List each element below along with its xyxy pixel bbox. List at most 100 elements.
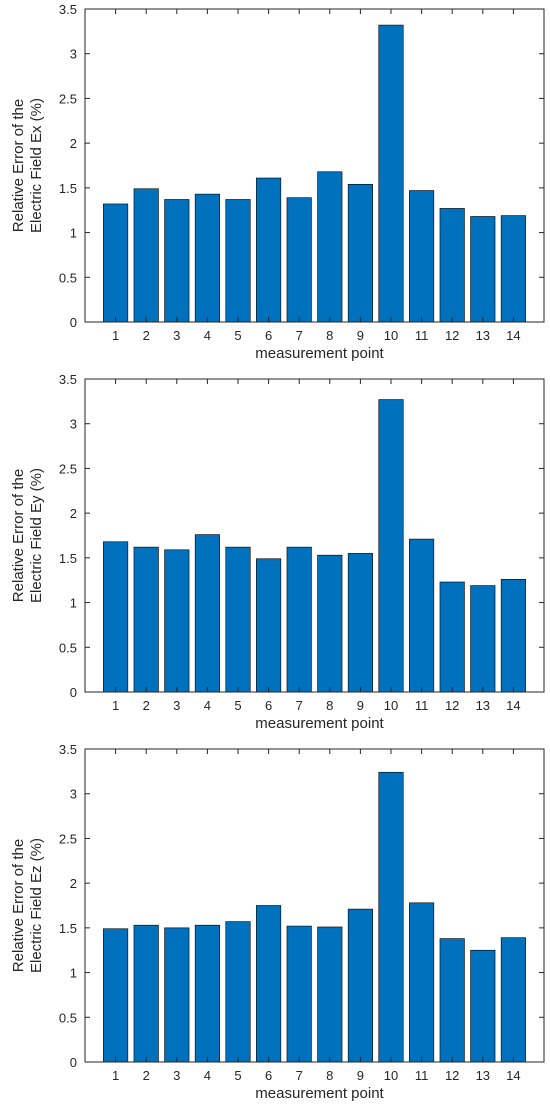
chart-ey: 0 0.5 1 1.5 2 2.5 3 3.5 1 2 3 4 5 6 7 8 9 10 11 12 13 14 measu… xyxy=(0,370,550,740)
bar-14 xyxy=(500,937,526,1063)
y-tick-label: 3 xyxy=(70,47,77,62)
bar-1 xyxy=(103,203,129,323)
bar-6 xyxy=(256,905,282,1063)
x-tick-label: 6 xyxy=(265,1068,272,1083)
x-tick-label: 1 xyxy=(112,328,119,343)
bar-5 xyxy=(225,199,251,323)
bar-6 xyxy=(256,558,282,693)
x-tick-label: 12 xyxy=(445,328,459,343)
y-tick-label: 3 xyxy=(70,417,77,432)
y-tick-label: 0 xyxy=(70,685,77,700)
x-tick-label: 8 xyxy=(326,698,333,713)
chart-ey-svg: 00.511.522.533.51 2 3 4 5 6 7 8 9 10 11 12 13 14measu… xyxy=(10,372,545,732)
x-tick-label: 3 xyxy=(173,1068,180,1083)
y-tick-label: 1.5 xyxy=(59,181,77,196)
x-axis-label: measurement point xyxy=(255,1085,384,1102)
x-axis-label: measurement point xyxy=(255,715,384,732)
y-tick-label: 3.5 xyxy=(59,372,77,387)
x-tick-label: 5 xyxy=(234,1068,241,1083)
bar-12 xyxy=(439,938,465,1063)
x-tick-label: 5 xyxy=(234,328,241,343)
bar-3 xyxy=(164,199,190,323)
bar-11 xyxy=(409,190,435,323)
y-tick-label: 2 xyxy=(70,506,77,521)
plot-area-frame xyxy=(84,748,545,1063)
y-tick-label: 0 xyxy=(70,1055,77,1070)
x-tick-label: 12 xyxy=(445,1068,459,1083)
x-tick-label: 2 xyxy=(143,328,150,343)
x-tick-label: 9 xyxy=(357,1068,364,1083)
bar-5 xyxy=(225,921,251,1063)
x-tick-label: 13 xyxy=(476,1068,490,1083)
bar-14 xyxy=(500,579,526,693)
bar-8 xyxy=(317,171,343,323)
bar-6 xyxy=(256,177,282,323)
x-tick-label: 5 xyxy=(234,698,241,713)
bar-9 xyxy=(347,908,373,1063)
x-tick-label: 8 xyxy=(326,328,333,343)
y-tick-label: 2.5 xyxy=(59,831,77,846)
bar-14 xyxy=(500,215,526,323)
bar-7 xyxy=(286,197,312,323)
y-axis-label-line2: Electric Field Ey (%) xyxy=(28,468,45,603)
bar-12 xyxy=(439,581,465,693)
y-tick-label: 1.5 xyxy=(59,551,77,566)
x-tick-label: 12 xyxy=(445,698,459,713)
y-tick-label: 2.5 xyxy=(59,91,77,106)
y-tick-label: 2 xyxy=(70,136,77,151)
y-tick-label: 1 xyxy=(70,226,77,241)
y-tick-label: 0.5 xyxy=(59,270,77,285)
x-tick-label: 11 xyxy=(415,698,429,713)
bar-11 xyxy=(409,902,435,1063)
x-tick-label: 13 xyxy=(476,328,490,343)
x-tick-label: 14 xyxy=(506,1068,520,1083)
x-tick-label: 4 xyxy=(204,698,211,713)
x-tick-label: 6 xyxy=(265,328,272,343)
x-tick-label: 7 xyxy=(296,698,303,713)
y-tick-label: 2.5 xyxy=(59,461,77,476)
chart-ez-svg: 00.511.522.533.51 2 3 4 5 6 7 8 9 10 11 12 13 14measu… xyxy=(10,742,545,1102)
y-tick-label: 2 xyxy=(70,876,77,891)
bar-1 xyxy=(103,541,129,693)
x-tick-label: 10 xyxy=(384,328,398,343)
y-tick-label: 0.5 xyxy=(59,640,77,655)
plot-area-frame xyxy=(84,8,545,323)
bar-13 xyxy=(470,585,496,693)
x-tick-label: 9 xyxy=(357,698,364,713)
bar-2 xyxy=(133,924,159,1063)
y-axis-label-line1: Relative Error of the xyxy=(10,99,27,232)
x-tick-label: 13 xyxy=(476,698,490,713)
y-axis-label-line1: Relative Error of the xyxy=(10,839,27,972)
x-tick-label: 11 xyxy=(415,1068,429,1083)
bar-10 xyxy=(378,24,404,323)
x-tick-label: 1 xyxy=(112,1068,119,1083)
bar-8 xyxy=(317,926,343,1063)
y-tick-label: 1 xyxy=(70,966,77,981)
y-tick-label: 1 xyxy=(70,596,77,611)
bar-3 xyxy=(164,549,190,693)
bar-9 xyxy=(347,553,373,693)
y-axis-label-line2: Electric Field Ex (%) xyxy=(28,98,45,233)
y-tick-label: 3 xyxy=(70,787,77,802)
bar-13 xyxy=(470,216,496,323)
x-tick-label: 3 xyxy=(173,328,180,343)
y-tick-label: 3.5 xyxy=(59,2,77,17)
x-axis-label: measurement point xyxy=(255,345,384,362)
chart-ez: 0 0.5 1 1.5 2 2.5 3 3.5 1 2 3 4 5 6 7 8 9 10 11 12 13 14 measu… xyxy=(0,740,550,1110)
bar-12 xyxy=(439,208,465,323)
bar-4 xyxy=(194,193,220,323)
x-tick-label: 7 xyxy=(296,1068,303,1083)
x-tick-label: 3 xyxy=(173,698,180,713)
bar-10 xyxy=(378,399,404,693)
y-tick-label: 1.5 xyxy=(59,921,77,936)
y-axis-label-line1: Relative Error of the xyxy=(10,469,27,602)
bar-7 xyxy=(286,925,312,1063)
plot-area-frame xyxy=(84,378,545,693)
bar-9 xyxy=(347,183,373,323)
bar-13 xyxy=(470,949,496,1063)
y-axis-label-line2: Electric Field Ez (%) xyxy=(28,838,45,973)
bar-4 xyxy=(194,924,220,1063)
x-tick-label: 10 xyxy=(384,698,398,713)
x-tick-label: 9 xyxy=(357,328,364,343)
chart-ex-svg: 00.511.522.533.51 2 3 4 5 6 7 8 9 10 11 12 13 14measu… xyxy=(10,2,545,362)
